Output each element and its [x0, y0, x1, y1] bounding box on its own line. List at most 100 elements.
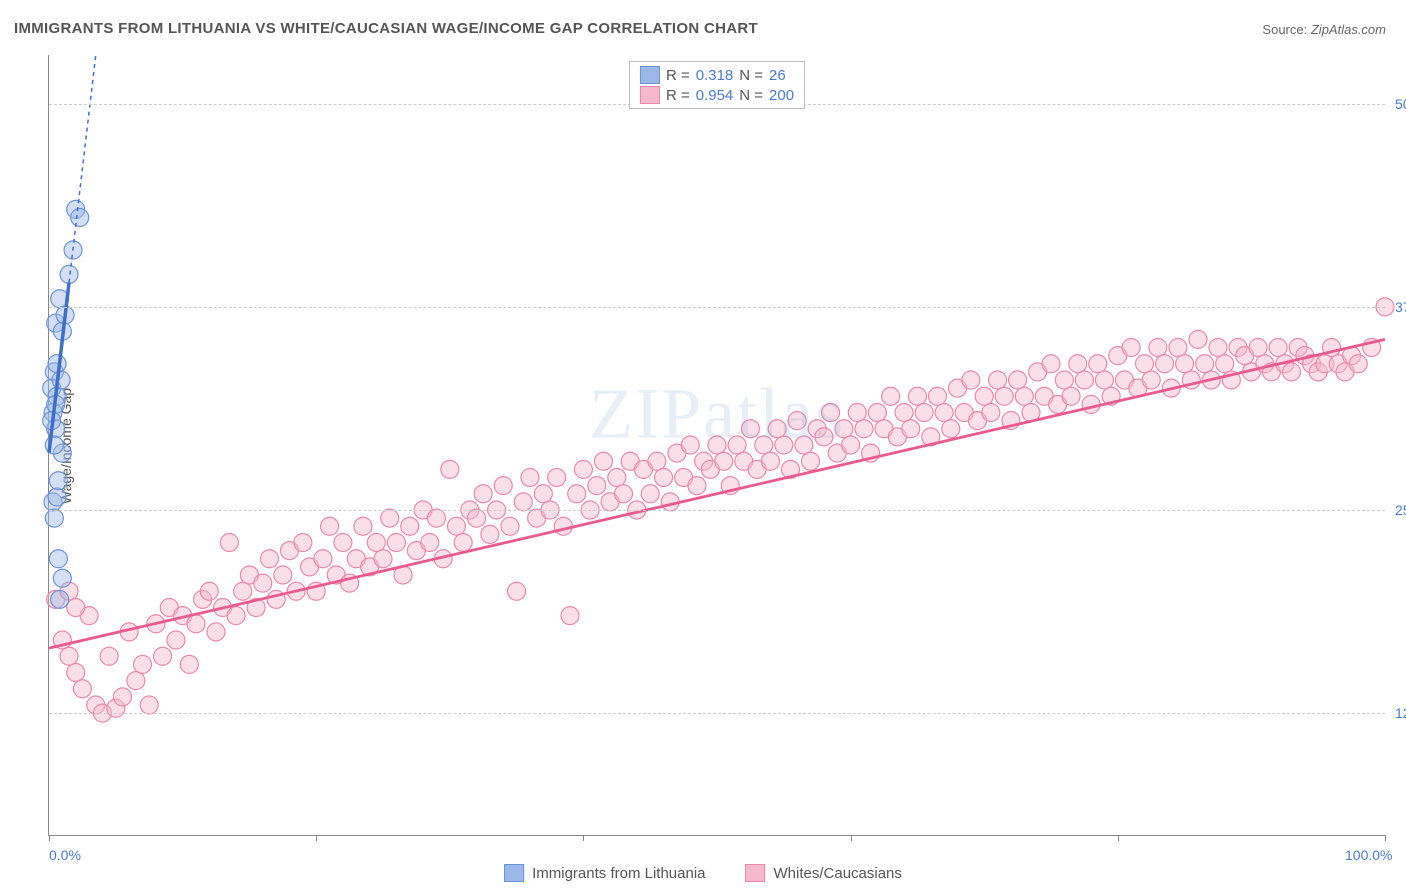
data-point: [561, 607, 579, 625]
data-point: [548, 469, 566, 487]
legend-swatch-2: [640, 86, 660, 104]
data-point: [1176, 355, 1194, 373]
data-point: [207, 623, 225, 641]
data-point: [508, 582, 526, 600]
gridline-h: [49, 713, 1385, 714]
data-point: [795, 436, 813, 454]
r-value-2: 0.954: [696, 87, 734, 104]
n-value-2: 200: [769, 87, 794, 104]
legend-swatch-1: [640, 66, 660, 84]
data-point: [354, 517, 372, 535]
data-point: [49, 550, 67, 568]
n-label-1: N =: [739, 67, 763, 84]
data-point: [655, 469, 673, 487]
data-point: [761, 452, 779, 470]
data-point: [474, 485, 492, 503]
data-point: [835, 420, 853, 438]
data-point: [367, 534, 385, 552]
data-point: [1269, 339, 1287, 357]
data-point: [1149, 339, 1167, 357]
ytick-label: 25.0%: [1389, 502, 1406, 518]
data-point: [140, 696, 158, 714]
legend-row-series-1: R = 0.318 N = 26: [640, 66, 794, 84]
footer-label-1: Immigrants from Lithuania: [532, 865, 705, 882]
xtick: [49, 835, 50, 841]
data-point: [1082, 395, 1100, 413]
data-point: [1216, 355, 1234, 373]
stats-legend: R = 0.318 N = 26 R = 0.954 N = 200: [629, 61, 805, 109]
data-point: [688, 477, 706, 495]
data-point: [1156, 355, 1174, 373]
data-point: [882, 387, 900, 405]
data-point: [822, 404, 840, 422]
data-point: [227, 607, 245, 625]
data-point: [71, 209, 89, 227]
legend-row-series-2: R = 0.954 N = 200: [640, 86, 794, 104]
xtick: [583, 835, 584, 841]
data-point: [294, 534, 312, 552]
data-point: [594, 452, 612, 470]
data-point: [134, 655, 152, 673]
data-point: [113, 688, 131, 706]
plot-area: ZIPatlas R = 0.318 N = 26 R = 0.954 N = …: [48, 55, 1385, 836]
data-point: [755, 436, 773, 454]
chart-svg: [49, 55, 1385, 835]
footer-swatch-2: [746, 864, 766, 882]
data-point: [715, 452, 733, 470]
data-point: [855, 420, 873, 438]
data-point: [73, 680, 91, 698]
ytick-label: 12.5%: [1389, 705, 1406, 721]
data-point: [494, 477, 512, 495]
data-point: [1136, 355, 1154, 373]
data-point: [187, 615, 205, 633]
data-point: [915, 404, 933, 422]
data-point: [421, 534, 439, 552]
data-point: [534, 485, 552, 503]
data-point: [708, 436, 726, 454]
footer-legend-item-1: Immigrants from Lithuania: [504, 864, 705, 882]
r-value-1: 0.318: [696, 67, 734, 84]
data-point: [53, 569, 71, 587]
r-label-1: R =: [666, 67, 690, 84]
data-point: [728, 436, 746, 454]
data-point: [127, 672, 145, 690]
data-point: [454, 534, 472, 552]
data-point: [554, 517, 572, 535]
data-point: [681, 436, 699, 454]
data-point: [401, 517, 419, 535]
data-point: [995, 387, 1013, 405]
data-point: [1015, 387, 1033, 405]
data-point: [260, 550, 278, 568]
data-point: [574, 460, 592, 478]
xtick-label: 0.0%: [49, 847, 81, 863]
data-point: [154, 647, 172, 665]
data-point: [427, 509, 445, 527]
ytick-label: 37.5%: [1389, 299, 1406, 315]
footer-label-2: Whites/Caucasians: [774, 865, 902, 882]
data-point: [220, 534, 238, 552]
data-point: [962, 371, 980, 389]
data-point: [1189, 330, 1207, 348]
data-point: [1042, 355, 1060, 373]
data-point: [67, 599, 85, 617]
data-point: [254, 574, 272, 592]
data-point: [447, 517, 465, 535]
data-point: [982, 404, 1000, 422]
data-point: [989, 371, 1007, 389]
data-point: [1069, 355, 1087, 373]
data-point: [1089, 355, 1107, 373]
data-point: [1209, 339, 1227, 357]
data-point: [641, 485, 659, 503]
data-point: [387, 534, 405, 552]
data-point: [775, 436, 793, 454]
data-point: [334, 534, 352, 552]
data-point: [49, 472, 67, 490]
data-point: [842, 436, 860, 454]
data-point: [815, 428, 833, 446]
n-value-1: 26: [769, 67, 786, 84]
footer-legend: Immigrants from Lithuania Whites/Caucasi…: [504, 864, 902, 882]
data-point: [167, 631, 185, 649]
xtick: [1385, 835, 1386, 841]
footer-swatch-1: [504, 864, 524, 882]
ytick-label: 50.0%: [1389, 96, 1406, 112]
